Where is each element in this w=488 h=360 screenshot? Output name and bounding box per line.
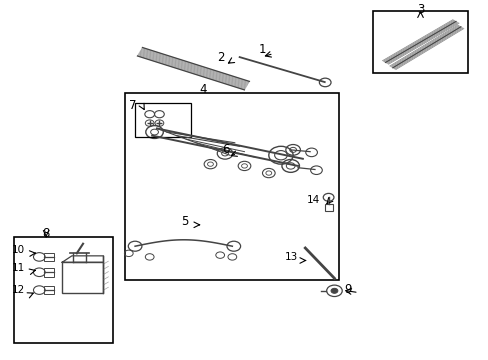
Text: 1: 1 — [258, 44, 266, 57]
Text: 9: 9 — [343, 283, 351, 296]
Text: 14: 14 — [306, 195, 319, 205]
Text: 8: 8 — [42, 226, 50, 239]
Text: 5: 5 — [181, 215, 188, 228]
Bar — [125, 93, 339, 280]
Text: 11: 11 — [11, 263, 25, 273]
Text: 10: 10 — [12, 245, 25, 255]
Text: 12: 12 — [11, 285, 25, 295]
Text: 13: 13 — [284, 252, 297, 262]
Bar — [44, 268, 54, 276]
Text: 3: 3 — [416, 3, 423, 16]
Bar — [44, 286, 54, 294]
Bar — [14, 237, 113, 343]
Bar — [135, 103, 191, 138]
Text: 7: 7 — [129, 99, 136, 112]
Bar — [324, 204, 332, 211]
Bar — [62, 262, 103, 293]
Text: 2: 2 — [217, 51, 224, 64]
Bar — [372, 11, 467, 73]
Text: 4: 4 — [199, 83, 206, 96]
Bar — [44, 253, 54, 261]
Text: 6: 6 — [222, 143, 229, 156]
Circle shape — [330, 288, 337, 293]
